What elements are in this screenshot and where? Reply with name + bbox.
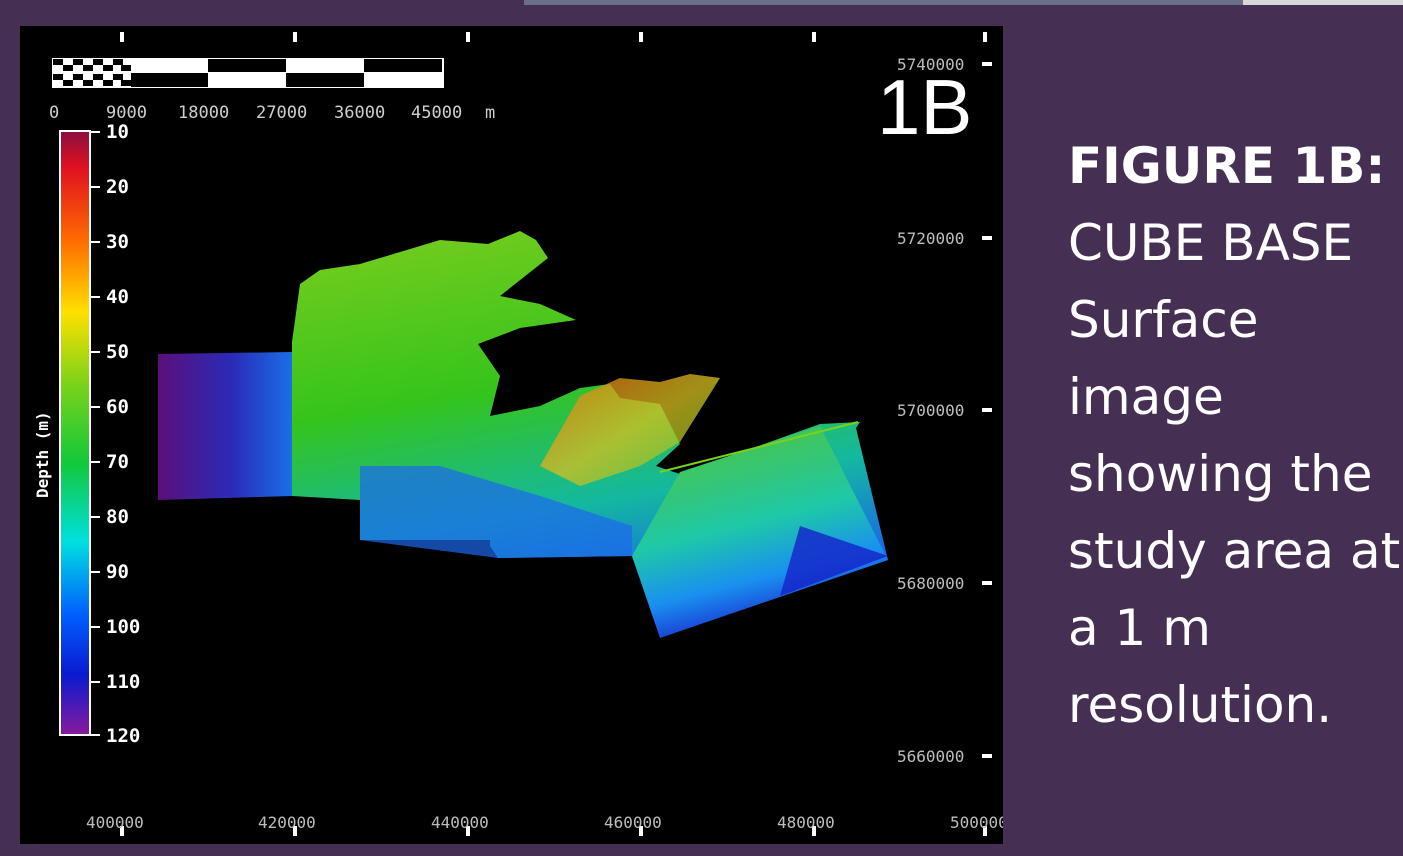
scale-bar: 0 9000 18000 27000 36000 45000 m	[49, 58, 495, 123]
colorbar-tick-label: 40	[106, 286, 129, 308]
x-tick-label: 480000	[777, 813, 835, 832]
colorbar-tick-label: 90	[106, 561, 129, 583]
colorbar-tick-label: 10	[106, 121, 129, 143]
map-svg: 0 9000 18000 27000 36000 45000 m 1B	[33, 32, 1003, 836]
top-axis-ticks	[120, 32, 987, 42]
y-tick-label: 5660000	[897, 747, 964, 766]
y-tick-label: 5740000	[897, 55, 964, 74]
bottom-axis-ticks	[120, 826, 987, 836]
x-tick-label: 420000	[258, 813, 316, 832]
colorbar-tick-label: 100	[106, 616, 140, 638]
panel-label: 1B	[877, 63, 972, 151]
colorbar-tick-label: 120	[106, 725, 140, 747]
x-tick-label: 500000	[950, 813, 1003, 832]
scale-label: 9000	[106, 103, 147, 123]
caption-line: resolution.	[1068, 676, 1333, 734]
colorbar-tick-label: 70	[106, 451, 129, 473]
caption-line: a 1 m	[1068, 599, 1211, 657]
colorbar-tick-label: 110	[106, 671, 140, 693]
scale-unit: m	[485, 103, 495, 123]
y-tick-label: 5700000	[897, 401, 964, 420]
y-tick-label: 5720000	[897, 229, 964, 248]
colorbar-tick-label: 20	[106, 176, 129, 198]
colorbar-tick-label: 30	[106, 231, 129, 253]
x-tick-label: 460000	[604, 813, 662, 832]
bathymetry-surface	[158, 231, 888, 638]
scale-label: 36000	[334, 103, 385, 123]
scale-label: 0	[49, 103, 59, 123]
colorbar-tick-label: 80	[106, 506, 129, 528]
caption-line: study area at	[1068, 522, 1401, 580]
caption-line: Surface	[1068, 291, 1259, 349]
depth-colorbar: 10 20 30 40 50 60 70 80 90 100 110 120 D…	[33, 121, 140, 747]
caption-line: showing the	[1068, 445, 1373, 503]
caption-line: CUBE BASE	[1068, 214, 1354, 272]
scale-label: 18000	[178, 103, 229, 123]
scale-label: 27000	[256, 103, 307, 123]
top-edge-strip	[524, 0, 1403, 5]
figure-caption: FIGURE 1B: CUBE BASE Surface image showi…	[1068, 128, 1403, 744]
caption-title: FIGURE 1B:	[1068, 137, 1386, 195]
x-tick-label: 400000	[86, 813, 144, 832]
y-tick-label: 5680000	[897, 574, 964, 593]
top-edge-strip-light	[1243, 0, 1403, 5]
scale-label: 45000	[411, 103, 462, 123]
colorbar-axis-label: Depth (m)	[33, 411, 52, 498]
bathymetry-map-panel: 0 9000 18000 27000 36000 45000 m 1B	[20, 26, 1003, 844]
x-tick-label: 440000	[431, 813, 489, 832]
right-axis-ticks	[982, 62, 992, 758]
colorbar-tick-label: 60	[106, 396, 129, 418]
colorbar-tick-label: 50	[106, 341, 129, 363]
caption-line: image	[1068, 368, 1224, 426]
